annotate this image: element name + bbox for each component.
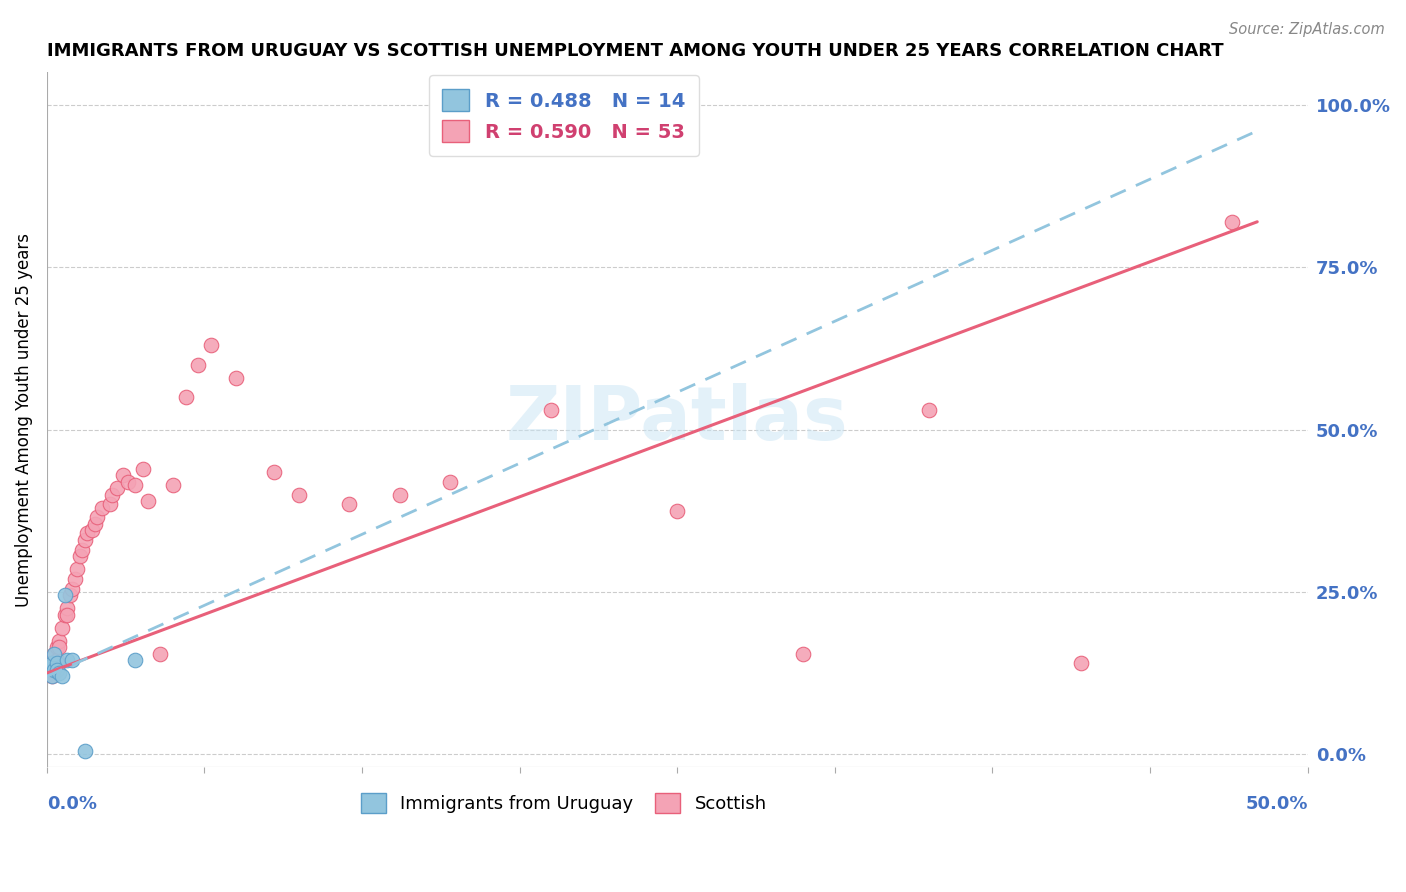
Point — [41, 657, 63, 671]
Point — [44, 657, 66, 671]
Legend: Immigrants from Uruguay, Scottish: Immigrants from Uruguay, Scottish — [350, 781, 778, 824]
Point — [82, 523, 104, 537]
Point — [60, 653, 83, 667]
Text: IMMIGRANTS FROM URUGUAY VS SCOTTISH UNEMPLOYMENT AMONG YOUTH UNDER 25 YEARS CORR: IMMIGRANTS FROM URUGUAY VS SCOTTISH UNEM… — [46, 42, 1223, 60]
Point — [56, 607, 79, 622]
Point — [63, 572, 86, 586]
Point — [200, 338, 222, 352]
Point — [918, 403, 941, 417]
Point — [41, 669, 63, 683]
Point — [46, 663, 69, 677]
Point — [60, 582, 83, 596]
Point — [225, 370, 247, 384]
Text: ZIPatlas: ZIPatlas — [506, 384, 849, 457]
Point — [76, 526, 98, 541]
Point — [86, 510, 108, 524]
Point — [41, 657, 63, 671]
Point — [666, 504, 689, 518]
Point — [162, 477, 184, 491]
Point — [44, 663, 66, 677]
Point — [792, 647, 814, 661]
Point — [46, 657, 69, 671]
Point — [44, 647, 66, 661]
Point — [53, 588, 76, 602]
Point — [124, 477, 146, 491]
Point — [44, 659, 66, 673]
Point — [131, 461, 153, 475]
Point — [38, 657, 60, 671]
Point — [38, 663, 60, 677]
Point — [70, 542, 93, 557]
Y-axis label: Unemployment Among Youth under 25 years: Unemployment Among Youth under 25 years — [15, 233, 32, 607]
Point — [73, 744, 96, 758]
Point — [48, 633, 70, 648]
Point — [149, 647, 172, 661]
Point — [48, 640, 70, 654]
Text: Source: ZipAtlas.com: Source: ZipAtlas.com — [1229, 22, 1385, 37]
Point — [388, 487, 411, 501]
Point — [1220, 215, 1243, 229]
Point — [439, 475, 461, 489]
Text: 50.0%: 50.0% — [1246, 795, 1308, 813]
Point — [56, 653, 79, 667]
Point — [117, 475, 139, 489]
Point — [58, 588, 80, 602]
Point — [38, 659, 60, 673]
Point — [107, 481, 129, 495]
Point — [339, 497, 361, 511]
Point — [91, 500, 114, 515]
Point — [111, 468, 134, 483]
Point — [1070, 657, 1092, 671]
Point — [53, 607, 76, 622]
Point — [124, 653, 146, 667]
Point — [44, 647, 66, 661]
Point — [41, 663, 63, 677]
Point — [46, 640, 69, 654]
Point — [174, 390, 197, 404]
Point — [48, 666, 70, 681]
Point — [98, 497, 121, 511]
Point — [41, 669, 63, 683]
Point — [51, 621, 73, 635]
Point — [263, 465, 285, 479]
Point — [136, 494, 159, 508]
Point — [101, 487, 124, 501]
Point — [73, 533, 96, 547]
Point — [66, 562, 89, 576]
Point — [46, 653, 69, 667]
Point — [56, 601, 79, 615]
Point — [51, 669, 73, 683]
Point — [540, 403, 562, 417]
Point — [187, 358, 209, 372]
Point — [69, 549, 91, 564]
Point — [288, 487, 311, 501]
Text: 0.0%: 0.0% — [46, 795, 97, 813]
Point — [83, 516, 105, 531]
